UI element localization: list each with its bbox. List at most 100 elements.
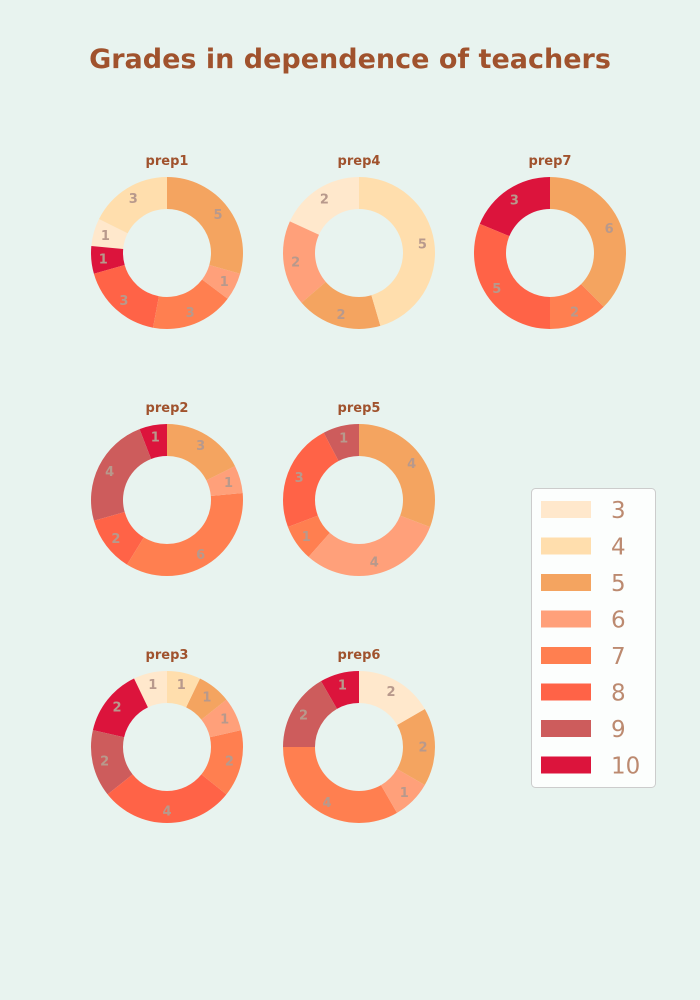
- legend-label: 10: [611, 754, 640, 780]
- subplot-title: prep3: [146, 648, 189, 663]
- slice-value-label: 3: [119, 294, 128, 309]
- donut-slice-grade-8: [93, 265, 159, 328]
- slice-value-label: 1: [220, 713, 229, 728]
- donut-slice-grade-4: [167, 671, 200, 708]
- legend-swatch-6: [541, 610, 591, 628]
- donut-slice-grade-7: [201, 730, 244, 795]
- legend-swatch-5: [541, 574, 591, 591]
- slice-value-label: 4: [105, 465, 114, 480]
- slice-value-label: 3: [510, 193, 519, 208]
- donut-slice-grade-3: [289, 177, 359, 235]
- legend-label: 8: [611, 681, 626, 707]
- legend-label: 3: [611, 498, 626, 524]
- legend: 3 4 5 6 7 8 9 10: [531, 488, 656, 788]
- slice-value-label: 3: [196, 439, 205, 454]
- slice-value-label: 1: [202, 690, 211, 705]
- slice-value-label: 3: [129, 192, 138, 207]
- slice-value-label: 2: [386, 685, 395, 700]
- slice-value-label: 3: [186, 306, 195, 321]
- slice-value-label: 3: [295, 471, 304, 486]
- slice-value-label: 2: [320, 193, 329, 208]
- slice-value-label: 2: [418, 741, 427, 756]
- donut-slice-grade-7: [126, 492, 243, 576]
- slice-value-label: 4: [322, 796, 331, 811]
- legend-label: 9: [611, 717, 626, 743]
- slice-value-label: 5: [492, 282, 501, 297]
- donut-slice-grade-10: [139, 424, 167, 459]
- slice-value-label: 6: [196, 548, 205, 563]
- donut-slice-grade-6: [206, 466, 243, 496]
- donut-slice-grade-6: [201, 699, 242, 738]
- legend-swatch-10: [541, 756, 591, 774]
- donut-slice-grade-9: [283, 681, 337, 747]
- slice-value-label: 6: [605, 222, 614, 237]
- slice-value-label: 2: [291, 256, 300, 271]
- donut-slice-grade-10: [92, 678, 148, 738]
- slice-value-label: 1: [99, 252, 108, 267]
- donut-slice-grade-9: [91, 429, 152, 521]
- subplot-title: prep2: [146, 401, 189, 416]
- donut-prep5: prep5 1 3 1 4 4: [283, 401, 436, 576]
- donut-slice-grade-7: [283, 747, 397, 823]
- slice-value-label: 5: [214, 208, 223, 223]
- donut-slice-grade-6: [381, 769, 425, 813]
- donut-slice-grade-8: [93, 512, 144, 565]
- donut-slice-grade-3: [134, 671, 167, 708]
- donut-slice-grade-10: [90, 245, 125, 274]
- donut-prep1: prep1 3 1 1 3 3 1 5: [90, 154, 244, 330]
- donut-prep2: prep2 1 4 2 6 1 3: [91, 401, 243, 576]
- legend-box: [531, 488, 656, 788]
- donut-slice-grade-6: [308, 515, 431, 576]
- subplot-title: prep7: [529, 154, 572, 169]
- slice-value-label: 1: [148, 678, 157, 693]
- slice-value-label: 4: [162, 805, 171, 820]
- donut-slice-grade-5: [359, 424, 436, 527]
- subplot-title: prep5: [338, 401, 381, 416]
- donut-slice-grade-8: [474, 223, 550, 329]
- slice-value-label: 1: [339, 431, 348, 446]
- donut-slice-grade-6: [283, 221, 326, 303]
- slice-value-label: 1: [177, 678, 186, 693]
- slice-value-label: 1: [302, 530, 311, 545]
- donut-slice-grade-9: [90, 730, 133, 795]
- donut-slice-grade-6: [202, 265, 241, 299]
- legend-label: 5: [611, 571, 626, 597]
- slice-value-label: 2: [100, 755, 109, 770]
- legend-swatch-9: [541, 720, 591, 737]
- donut-slice-grade-5: [397, 709, 435, 785]
- donut-slice-grade-7: [550, 284, 604, 329]
- slice-value-label: 1: [220, 275, 229, 290]
- slice-value-label: 4: [407, 457, 416, 472]
- donut-slice-grade-7: [287, 515, 330, 557]
- legend-swatch-8: [541, 683, 591, 701]
- donut-slice-grade-5: [301, 281, 381, 330]
- donut-slice-grade-8: [107, 774, 227, 824]
- donut-slice-grade-7: [153, 279, 228, 330]
- slice-value-label: 5: [418, 237, 427, 252]
- legend-label: 6: [611, 608, 626, 634]
- donut-slice-grade-3: [359, 671, 425, 725]
- donut-slice-grade-5: [186, 678, 227, 720]
- slice-value-label: 2: [336, 308, 345, 323]
- donut-prep4: prep4 2 2 2 5: [283, 154, 436, 330]
- legend-swatch-7: [541, 647, 591, 664]
- legend-swatch-3: [541, 501, 591, 518]
- slice-value-label: 2: [299, 709, 308, 724]
- donut-prep6: prep6 1 2 4 1 2 2: [283, 648, 435, 823]
- slice-value-label: 2: [570, 306, 579, 321]
- legend-label: 7: [611, 644, 626, 670]
- chart-title: Grades in dependence of teachers: [89, 44, 611, 75]
- slice-value-label: 2: [225, 755, 234, 770]
- donut-slice-grade-5: [550, 177, 626, 307]
- slice-value-label: 1: [224, 476, 233, 491]
- donut-slice-grade-8: [283, 432, 339, 527]
- donut-slice-grade-3: [91, 219, 128, 249]
- donut-slice-grade-5: [167, 176, 244, 274]
- slice-value-label: 2: [111, 532, 120, 547]
- slice-value-label: 4: [370, 556, 379, 571]
- legend-swatch-4: [541, 537, 591, 555]
- subplot-title: prep6: [338, 648, 381, 663]
